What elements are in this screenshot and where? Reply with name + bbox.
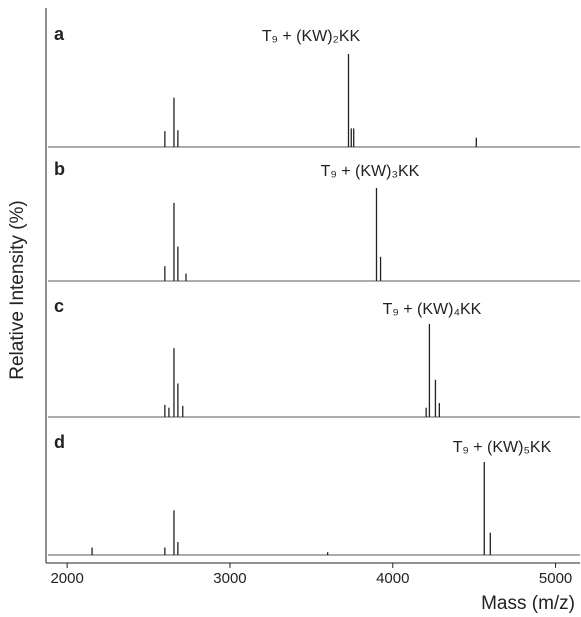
x-tick-label: 3000 <box>213 570 246 587</box>
panel-label: b <box>54 159 65 179</box>
x-tick-label: 2000 <box>50 570 83 587</box>
annotation: T₉ + (KW)₅KK <box>453 439 552 456</box>
x-tick-label: 4000 <box>376 570 409 587</box>
annotation: T₉ + (KW)₂KK <box>262 28 361 45</box>
annotation: T₉ + (KW)₄KK <box>383 301 482 318</box>
x-tick-label: 5000 <box>539 570 572 587</box>
panel-label: c <box>54 296 64 316</box>
panel-label: d <box>54 432 65 452</box>
annotation: T₉ + (KW)₃KK <box>321 163 420 180</box>
x-axis-label: Mass (m/z) <box>481 593 575 614</box>
panel-label: a <box>54 24 65 44</box>
y-axis-label: Relative Intensity (%) <box>7 200 28 380</box>
